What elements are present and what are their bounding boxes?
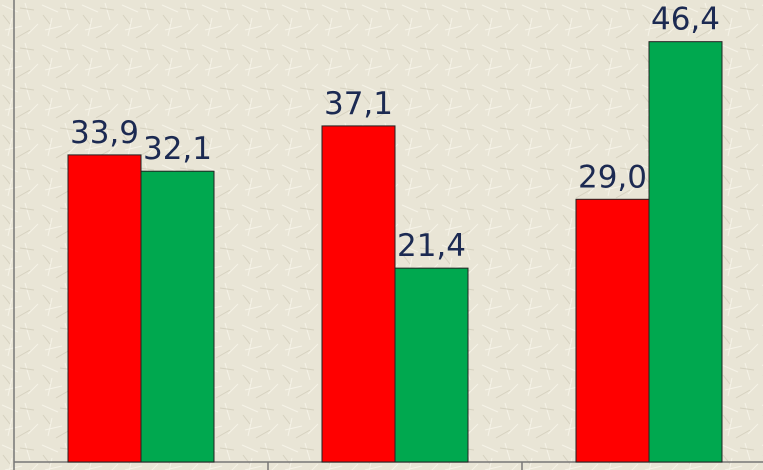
bar <box>394 267 469 463</box>
data-label: 32,1 <box>143 131 212 167</box>
data-label: 33,9 <box>70 115 139 151</box>
bar <box>575 198 650 463</box>
bar <box>648 41 723 463</box>
bar <box>67 154 142 463</box>
data-label: 46,4 <box>651 2 720 38</box>
data-label: 29,0 <box>578 159 647 195</box>
bar <box>321 125 396 463</box>
bar <box>140 170 215 463</box>
data-label: 21,4 <box>397 228 466 264</box>
data-label: 37,1 <box>324 86 393 122</box>
